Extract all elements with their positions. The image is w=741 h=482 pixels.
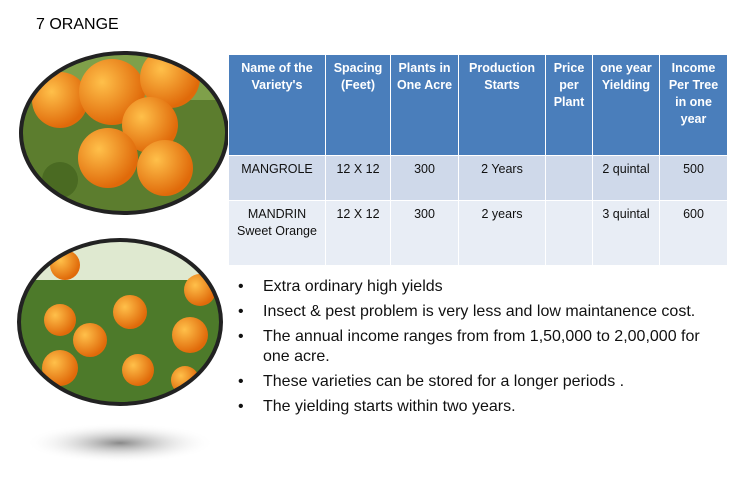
bullet-item: The yielding starts within two years. (238, 397, 718, 417)
header-cell: Plants in One Acre (390, 54, 459, 156)
table-row: MANDRIN Sweet Orange 12 X 12 300 2 years 3 q… (228, 200, 728, 266)
table-cell: 2 Years (458, 155, 546, 201)
table-cell (545, 155, 593, 201)
variety-table: Name of the Variety's Spacing (Feet) Plant… (228, 54, 728, 266)
table-cell: MANGROLE (228, 155, 326, 201)
header-cell: Price per Plant (545, 54, 593, 156)
bullet-item: Insect & pest problem is very less and l… (238, 302, 718, 322)
table-cell: 600 (659, 200, 728, 266)
table-cell: 2 quintal (592, 155, 660, 201)
table-cell: 500 (659, 155, 728, 201)
table-cell: 2 years (458, 200, 546, 266)
bullet-item: Extra ordinary high yields (238, 277, 718, 297)
table-cell: 12 X 12 (325, 200, 391, 266)
bullet-item: The annual income ranges from from 1,50,… (238, 327, 718, 367)
table-cell (545, 200, 593, 266)
bullet-item: These varieties can be stored for a long… (238, 372, 718, 392)
table-cell: 12 X 12 (325, 155, 391, 201)
table-row: MANGROLE 12 X 12 300 2 Years 2 quintal 500 (228, 155, 728, 201)
table-cell: 300 (390, 155, 459, 201)
bullet-list: Extra ordinary high yields Insect & pest … (238, 277, 718, 422)
header-row: Name of the Variety's Spacing (Feet) Plant… (228, 54, 728, 156)
table-cell: MANDRIN Sweet Orange (228, 200, 326, 266)
slide-title: 7 ORANGE (36, 16, 119, 33)
header-cell: Spacing (Feet) (325, 54, 391, 156)
header-cell: one year Yielding (592, 54, 660, 156)
table-cell: 3 quintal (592, 200, 660, 266)
orange-images (17, 51, 229, 463)
table-cell: 300 (390, 200, 459, 266)
header-cell: Income Per Tree in one year (659, 54, 728, 156)
header-cell: Production Starts (458, 54, 546, 156)
header-cell: Name of the Variety's (228, 54, 326, 156)
